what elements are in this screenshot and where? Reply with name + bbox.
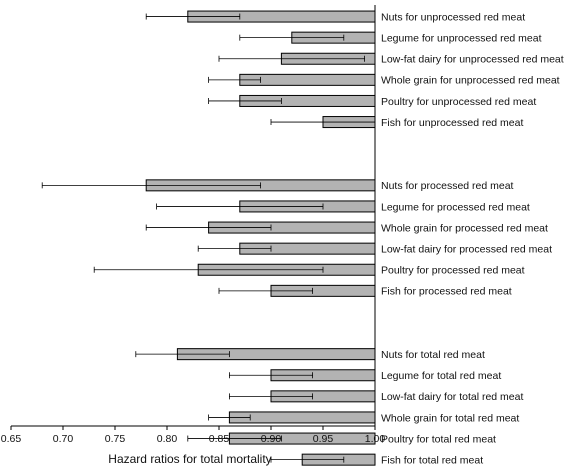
category-label: Poultry for unprocessed red meat xyxy=(381,96,536,108)
category-label: Fish for total red meat xyxy=(381,454,483,466)
category-label: Poultry for processed red meat xyxy=(381,265,525,277)
category-label: Low-fat dairy for total red meat xyxy=(381,391,523,403)
x-tick-label: 1.00 xyxy=(365,433,386,445)
category-label: Whole grain for unprocessed red meat xyxy=(381,75,560,87)
x-axis-title: Hazard ratios for total mortality xyxy=(108,452,271,466)
x-tick-label: 0.95 xyxy=(313,433,334,445)
category-label: Whole grain for total red meat xyxy=(381,412,519,424)
bar xyxy=(228,411,376,424)
category-label: Poultry for total red meat xyxy=(381,433,496,445)
category-label: Legume for total red meat xyxy=(381,370,501,382)
x-tick-label: 0.85 xyxy=(209,433,230,445)
x-tick-label: 0.75 xyxy=(105,433,126,445)
category-labels-layer: Nuts for unprocessed red meat Legume for … xyxy=(381,11,564,466)
category-label: Nuts for total red meat xyxy=(381,349,485,361)
x-tick-label: 0.65 xyxy=(1,433,22,445)
category-label: Legume for unprocessed red meat xyxy=(381,32,542,44)
category-label: Low-fat dairy for unprocessed red meat xyxy=(381,54,564,66)
x-tick-label: 0.70 xyxy=(53,433,74,445)
x-axis: 0.65 0.70 0.75 0.80 0.85 0.90 0.95 1.00 xyxy=(1,5,386,445)
category-label: Low-fat dairy for processed red meat xyxy=(381,243,552,255)
category-label: Fish for processed red meat xyxy=(381,286,512,298)
error-bars-layer xyxy=(41,13,376,463)
x-tick-label: 0.90 xyxy=(261,433,282,445)
category-label: Nuts for unprocessed red meat xyxy=(381,11,525,23)
category-label: Whole grain for processed red meat xyxy=(381,222,548,234)
category-label: Nuts for processed red meat xyxy=(381,180,514,192)
x-tick-label: 0.80 xyxy=(157,433,178,445)
category-label: Fish for unprocessed red meat xyxy=(381,117,523,129)
category-label: Legume for processed red meat xyxy=(381,201,530,213)
